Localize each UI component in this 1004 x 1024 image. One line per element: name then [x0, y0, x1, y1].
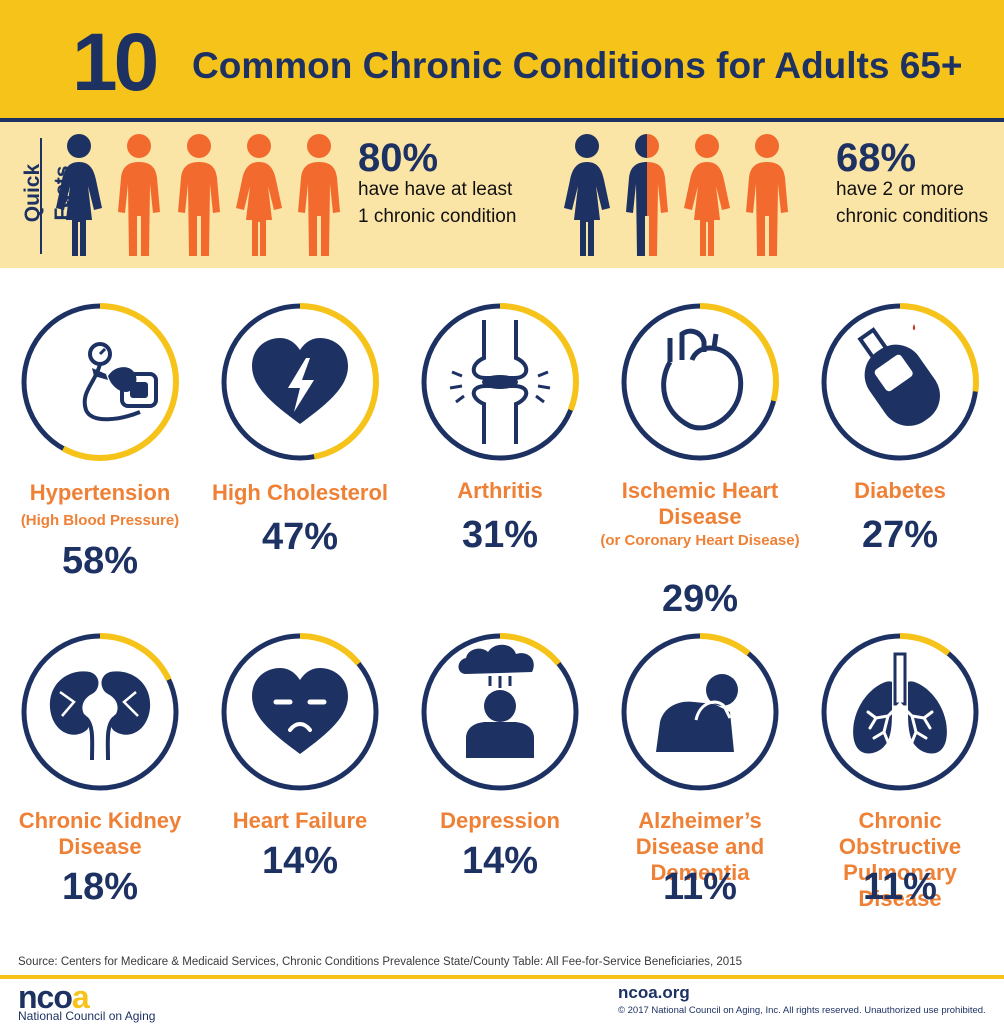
condition-subtitle: (High Blood Pressure): [20, 512, 180, 529]
condition-name: High Cholesterol: [211, 480, 388, 505]
condition-ring-6: [216, 628, 384, 796]
person-icon: [738, 132, 796, 260]
ring-track: [821, 633, 979, 791]
person-icon: [110, 132, 168, 260]
condition-name: Diabetes: [854, 478, 946, 503]
value-arc: [421, 633, 579, 791]
condition-percent: 14%: [461, 840, 539, 882]
person-icon: [558, 132, 616, 260]
footer-divider: [0, 975, 1004, 979]
sad-heart-icon: [252, 668, 348, 754]
condition-name: Arthritis: [457, 478, 543, 503]
blood-pressure-monitor-icon: [82, 342, 158, 422]
quick-facts-label: Quick Facts: [21, 163, 74, 223]
condition-percent: 58%: [61, 540, 139, 582]
value-arc: [21, 303, 179, 461]
person-icon: [678, 132, 736, 260]
person-rain-cloud-icon: [458, 644, 534, 758]
quick-facts-panel: [0, 122, 1004, 268]
condition-name: Chronic Obstructive Pulmonary Disease: [838, 808, 962, 911]
quick-facts-divider: [40, 138, 42, 254]
people-group-80: [50, 132, 350, 262]
value-arc: [821, 303, 979, 461]
anatomical-heart-icon: [661, 328, 744, 431]
condition-ring-7: [416, 628, 584, 796]
fact1-percent: 80%: [358, 136, 439, 180]
title-number: 10: [72, 17, 159, 108]
header-divider: [0, 118, 1004, 122]
person-icon: [50, 132, 108, 260]
condition-name: Alzheimer’s Disease and Dementia: [635, 808, 765, 885]
kidneys-icon: [49, 671, 151, 761]
logo-subtitle: National Council on Aging: [18, 1009, 156, 1023]
condition-ring-5: [16, 628, 184, 796]
value-arc: [221, 633, 379, 791]
lungs-icon: [853, 652, 947, 754]
value-arc: [621, 303, 779, 461]
condition-name: Heart Failure: [232, 808, 368, 833]
condition-percent: 29%: [661, 578, 739, 620]
knee-joint-icon: [449, 320, 551, 444]
fact2-text: have 2 or more chronic conditions: [836, 179, 989, 227]
condition-percent: 14%: [261, 840, 339, 882]
condition-ring-1: [216, 298, 384, 466]
condition-ring-9: [816, 628, 984, 796]
condition-percent: 11%: [663, 866, 737, 908]
fact1-text: have have at least 1 chronic condition: [358, 179, 517, 227]
condition-name: Ischemic Heart Disease: [621, 478, 779, 529]
glucose-meter-icon: [857, 324, 940, 426]
header-banner: [0, 0, 1004, 118]
condition-name: Chronic Kidney Disease: [18, 808, 182, 859]
condition-percent: 11%: [863, 866, 937, 908]
head-in-hands-icon: [656, 674, 738, 752]
condition-ring-8: [616, 628, 784, 796]
condition-ring-3: [616, 298, 784, 466]
value-arc: [621, 633, 779, 791]
person-icon: [618, 132, 676, 260]
broken-heart-icon: [252, 338, 348, 424]
condition-percent: 31%: [461, 514, 539, 556]
value-arc: [421, 303, 579, 461]
person-icon: [290, 132, 348, 260]
ncoa-logo: ncoa: [18, 979, 90, 1015]
condition-percent: 27%: [861, 514, 939, 556]
copyright-text: © 2017 National Council on Aging, Inc. A…: [618, 1005, 986, 1016]
value-arc: [821, 633, 979, 791]
condition-ring-2: [416, 298, 584, 466]
condition-ring-4: [816, 298, 984, 466]
page-title: Common Chronic Conditions for Adults 65+: [192, 45, 963, 86]
people-group-68: [558, 132, 808, 262]
condition-ring-0: [16, 298, 184, 466]
site-link[interactable]: ncoa.org: [618, 983, 690, 1002]
value-arc: [21, 633, 179, 791]
person-icon: [230, 132, 288, 260]
condition-name: Depression: [440, 808, 560, 833]
condition-percent: 47%: [261, 516, 339, 558]
person-icon: [170, 132, 228, 260]
condition-name: Hypertension: [29, 480, 171, 505]
value-arc: [221, 303, 379, 461]
condition-subtitle: (or Coronary Heart Disease): [600, 532, 800, 549]
fact2-percent: 68%: [836, 136, 917, 180]
condition-percent: 18%: [61, 866, 139, 908]
source-note: Source: Centers for Medicare & Medicaid …: [18, 956, 742, 968]
